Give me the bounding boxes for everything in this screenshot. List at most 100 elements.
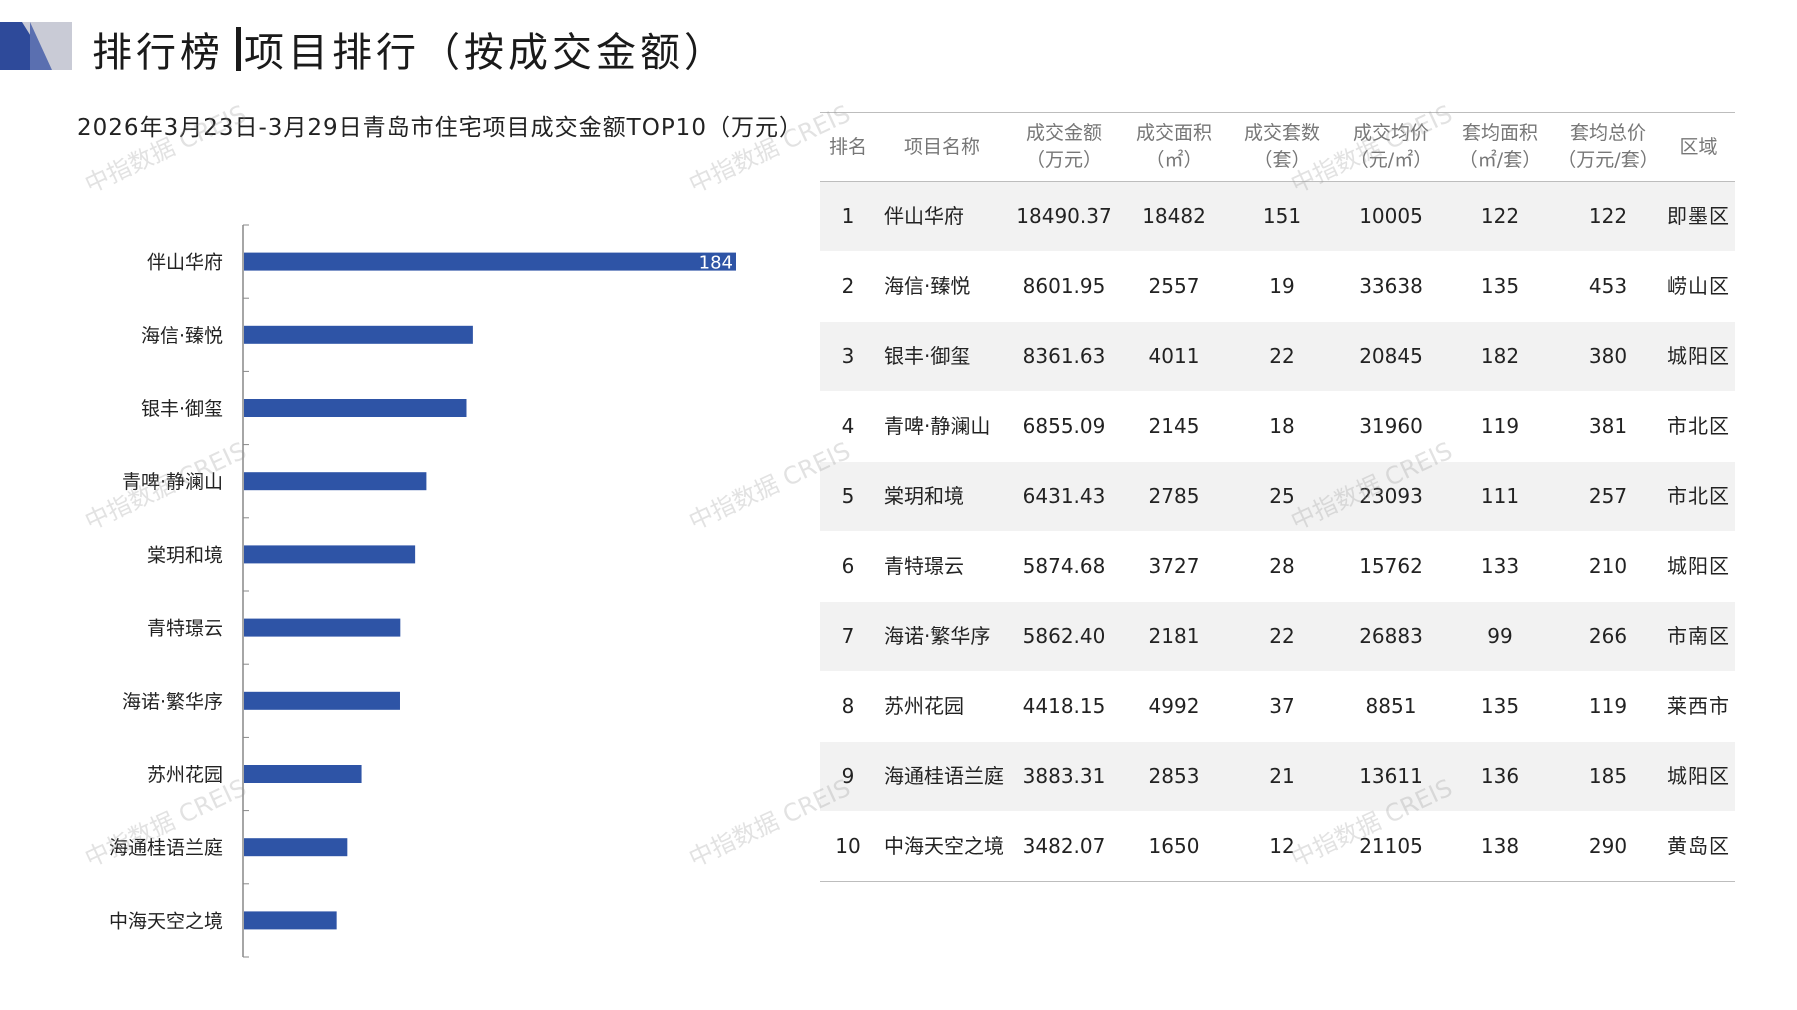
table-cell: 黄岛区	[1667, 834, 1730, 858]
table-cell: 12	[1269, 834, 1295, 858]
column-header-unit: （㎡）	[1145, 149, 1203, 171]
column-header-label: 成交均价	[1352, 122, 1429, 144]
table-cell: 城阳区	[1662, 741, 1735, 812]
table-row: 10 中海天空之境 3482.07 1650 12 21105 138 290 黄岛区	[820, 812, 1735, 882]
column-header: 区域	[1662, 113, 1735, 182]
table-cell: 5	[820, 461, 876, 532]
table-cell: 伴山华府	[876, 181, 1008, 252]
table-cell: 122	[1446, 181, 1554, 252]
column-header-unit: （万元）	[1025, 149, 1102, 171]
table-cell: 5862.40	[1008, 601, 1120, 672]
category-label: 青特璟云	[147, 618, 223, 640]
table-cell: 2181	[1120, 601, 1228, 672]
table-cell: 33638	[1359, 274, 1423, 298]
bar	[244, 252, 736, 271]
table-cell: 257	[1554, 461, 1662, 532]
category-label: 海通桂语兰庭	[109, 837, 223, 859]
column-header: 成交面积 （㎡）	[1120, 113, 1228, 182]
table-cell: 1650	[1148, 834, 1200, 858]
table-cell: 99	[1446, 601, 1554, 672]
table-cell: 8	[841, 694, 855, 718]
table-cell: 市北区	[1662, 461, 1735, 532]
column-header-label: 成交金额	[1025, 122, 1102, 144]
table-cell: 9	[820, 741, 876, 812]
table-cell: 海通桂语兰庭	[876, 741, 1008, 812]
table-cell: 10005	[1336, 181, 1446, 252]
table-cell: 133	[1480, 554, 1520, 578]
table-cell: 6431.43	[1008, 461, 1120, 532]
table-cell: 10	[835, 834, 861, 858]
table-cell: 37	[1269, 694, 1295, 718]
title-divider	[236, 27, 241, 71]
table-cell: 海信·臻悦	[884, 274, 971, 298]
column-header-label: 项目名称	[903, 135, 980, 158]
table-cell: 111	[1446, 461, 1554, 532]
table-cell: 135	[1480, 274, 1520, 298]
table-cell: 13611	[1336, 741, 1446, 812]
category-label: 海诺·繁华序	[122, 691, 223, 713]
category-label: 中海天空之境	[109, 910, 223, 932]
table-row: 2 海信·臻悦 8601.95 2557 19 33638 135 453 崂山区	[820, 252, 1735, 322]
table-cell: 18482	[1120, 181, 1228, 252]
table-cell: 崂山区	[1667, 274, 1730, 298]
table-row: 1 伴山华府 18490.37 18482 151 10005 122 122 即墨区	[820, 181, 1735, 252]
bar	[244, 545, 416, 564]
table-cell: 185	[1554, 741, 1662, 812]
column-header: 成交均价 （元/㎡）	[1336, 113, 1446, 182]
table-cell: 青特璟云	[884, 554, 964, 578]
table-body: 1 伴山华府 18490.37 18482 151 10005 122 122 即墨区 2 海信·臻…	[820, 181, 1735, 882]
table-row: 7 海诺·繁华序 5862.40 2181 22 26883 99 266 市南区	[820, 601, 1735, 672]
table-row: 9 海通桂语兰庭 3883.31 2853 21 13611 136 185 城阳区	[820, 741, 1735, 812]
bar	[244, 691, 400, 710]
column-header-label: 套均总价	[1569, 122, 1646, 144]
table-cell: 8361.63	[1008, 321, 1120, 392]
table-header-row: 排名 项目名称 成交金额 （万元） 成交面积 （㎡） 成交套数 （套） 成交均价 （元/㎡） 套均面…	[820, 112, 1735, 182]
table-cell: 1	[820, 181, 876, 252]
table-cell: 4011	[1120, 321, 1228, 392]
bar	[244, 765, 362, 783]
table-cell: 2	[841, 274, 855, 298]
table-cell: 银丰·御玺	[876, 321, 1008, 392]
bar	[244, 618, 401, 637]
table-cell: 8601.95	[1022, 274, 1106, 298]
table-cell: 海诺·繁华序	[876, 601, 1008, 672]
table-cell: 市北区	[1667, 414, 1730, 438]
column-header-unit: （元/㎡）	[1349, 149, 1433, 171]
watermark-text: 中指数据 CREIS	[80, 99, 251, 199]
table-cell: 20845	[1336, 321, 1446, 392]
table-cell: 即墨区	[1662, 181, 1735, 252]
table-cell: 3	[820, 321, 876, 392]
table-row: 6 青特璟云 5874.68 3727 28 15762 133 210 城阳区	[820, 532, 1735, 602]
column-header-unit: （万元/套）	[1557, 149, 1659, 171]
table-cell: 中海天空之境	[884, 834, 1004, 858]
page-title: 排行榜 项目排行（按成交金额）	[92, 20, 728, 78]
bar-chart: 伴山华府 184 海信·臻悦银丰·御玺青啤·静澜山棠玥和境青特璟云海诺·繁华序苏州花…	[109, 224, 736, 958]
column-header-unit: （套）	[1253, 149, 1311, 171]
category-label: 银丰·御玺	[141, 398, 223, 420]
table-cell: 31960	[1359, 414, 1423, 438]
column-header: 套均面积 （㎡/套）	[1446, 113, 1554, 182]
table-cell: 4418.15	[1022, 694, 1106, 718]
table-cell: 3883.31	[1008, 741, 1120, 812]
table-cell: 6	[841, 554, 855, 578]
table-cell: 2785	[1120, 461, 1228, 532]
table-cell: 市南区	[1662, 601, 1735, 672]
bar	[244, 325, 473, 344]
table-row: 8 苏州花园 4418.15 4992 37 8851 135 119 莱西市	[820, 672, 1735, 742]
table-cell: 266	[1554, 601, 1662, 672]
table-cell: 5874.68	[1022, 554, 1106, 578]
table-cell: 26883	[1336, 601, 1446, 672]
bar	[244, 911, 337, 930]
table-cell: 119	[1588, 694, 1628, 718]
table-cell: 2145	[1148, 414, 1200, 438]
column-header: 排名	[820, 113, 876, 182]
table-cell: 119	[1480, 414, 1520, 438]
column-header: 项目名称	[876, 113, 1008, 182]
table-cell: 18	[1269, 414, 1295, 438]
table-cell: 2853	[1120, 741, 1228, 812]
table-cell: 182	[1446, 321, 1554, 392]
bar-data-label: 184	[699, 253, 733, 274]
category-label: 伴山华府	[147, 252, 223, 274]
bar	[244, 838, 348, 857]
table-cell: 4992	[1148, 694, 1200, 718]
